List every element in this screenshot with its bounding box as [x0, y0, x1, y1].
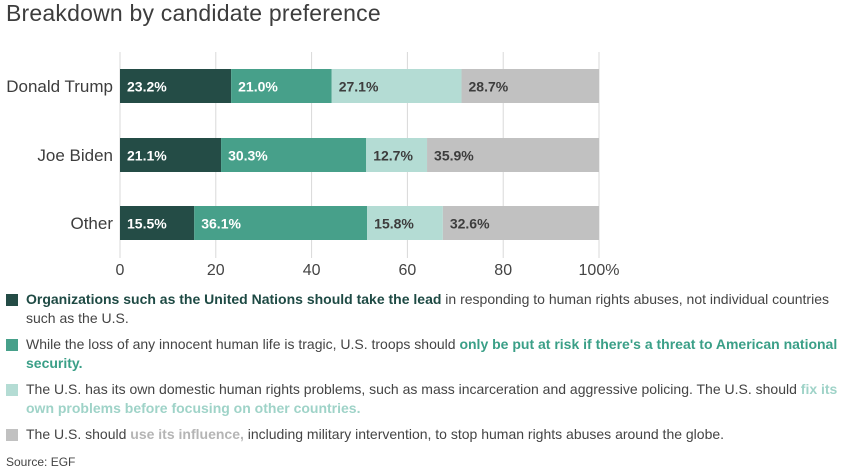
chart-title: Breakdown by candidate preference [6, 0, 381, 26]
legend-item-use-influence: The U.S. should use its influence, inclu… [6, 425, 856, 444]
category-label: Other [70, 214, 113, 233]
category-label: Joe Biden [37, 146, 113, 165]
legend-post: in responding to human rights abuses, no… [26, 291, 829, 326]
data-label: 28.7% [469, 79, 509, 95]
legend-highlight: Organizations such as the United Nations… [26, 291, 442, 307]
stacked-bar-chart: 0 20 40 60 80 100% Donald Trump 23.2% 21.0% 27.1%… [6, 52, 620, 279]
legend-pre: While the loss of any innocent human lif… [26, 336, 460, 352]
data-label: 21.0% [238, 79, 278, 95]
bar-segment [231, 69, 332, 103]
bar-segment [461, 69, 599, 103]
data-label: 12.7% [373, 148, 413, 164]
data-label: 15.8% [374, 216, 414, 232]
bar-segment [442, 206, 599, 240]
legend-item-un-lead: Organizations such as the United Nations… [6, 290, 856, 328]
legend-pre: The U.S. should [26, 426, 131, 442]
bar-segment [120, 206, 195, 240]
category-label: Donald Trump [6, 77, 113, 96]
legend-highlight: only be put at risk if there's a threat … [26, 336, 838, 371]
bar-segment [221, 138, 367, 172]
data-label: 30.3% [228, 148, 268, 164]
bar-segment [367, 206, 443, 240]
legend-swatch-use-influence [6, 429, 18, 441]
legend-post: including military intervention, to stop… [243, 426, 725, 442]
data-label: 36.1% [201, 216, 241, 232]
legend: Organizations such as the United Nations… [6, 290, 856, 451]
bar-segment [120, 138, 222, 172]
legend-highlight: fix its own problems before focusing on … [26, 381, 838, 416]
x-tick-label: 40 [303, 262, 321, 279]
bar-segment [120, 69, 232, 103]
data-label: 35.9% [434, 148, 474, 164]
data-label: 15.5% [127, 216, 167, 232]
legend-highlight: use its influence, [130, 426, 244, 442]
data-label: 27.1% [339, 79, 379, 95]
data-label: 32.6% [450, 216, 490, 232]
bar-segment [366, 138, 428, 172]
x-tick-label: 80 [494, 262, 512, 279]
legend-swatch-un-lead [6, 294, 18, 306]
bar-segment [331, 69, 462, 103]
source-note: Source: EGF [6, 455, 76, 469]
legend-swatch-fix-own-problems [6, 384, 18, 396]
legend-swatch-national-security [6, 339, 18, 351]
bar-segment [427, 138, 599, 172]
legend-item-national-security: While the loss of any innocent human lif… [6, 335, 856, 373]
x-tick-label: 0 [116, 262, 125, 279]
bar-segment [194, 206, 368, 240]
data-label: 23.2% [127, 79, 167, 95]
data-label: 21.1% [127, 148, 167, 164]
legend-pre: The U.S. has its own domestic human righ… [26, 381, 801, 397]
x-tick-label: 60 [399, 262, 417, 279]
x-tick-label: 100% [579, 262, 620, 279]
x-tick-label: 20 [207, 262, 225, 279]
legend-item-fix-own-problems: The U.S. has its own domestic human righ… [6, 380, 856, 418]
